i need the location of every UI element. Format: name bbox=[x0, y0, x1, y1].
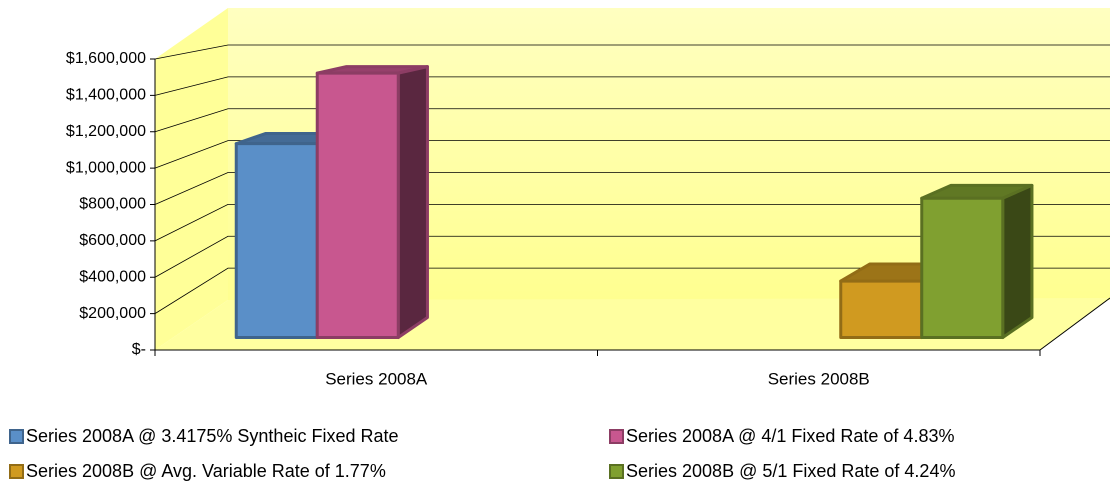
legend-swatch bbox=[9, 464, 24, 479]
y-tick-label: $1,000,000 bbox=[66, 159, 146, 176]
grid-line bbox=[154, 108, 1110, 133]
bar bbox=[234, 142, 319, 339]
y-tick-label: $1,400,000 bbox=[66, 87, 146, 104]
grid-line bbox=[154, 172, 1110, 205]
x-tick-label: Series 2008B bbox=[768, 369, 870, 388]
grid-line bbox=[154, 267, 1110, 314]
x-tick-label: Series 2008A bbox=[325, 369, 428, 388]
y-tick-label: $800,000 bbox=[79, 196, 146, 213]
grid-line bbox=[154, 44, 1110, 60]
grid-line bbox=[154, 203, 1110, 242]
y-tick-label: $1,200,000 bbox=[66, 123, 146, 140]
grid-line bbox=[154, 235, 1110, 278]
side-wall bbox=[155, 8, 228, 350]
legend-label: Series 2008A @ 4/1 Fixed Rate of 4.83% bbox=[626, 426, 954, 446]
bar bbox=[920, 196, 1005, 339]
y-tick-label: $600,000 bbox=[79, 232, 146, 249]
back-wall bbox=[228, 8, 1110, 300]
legend-swatch bbox=[609, 429, 624, 444]
bar-side bbox=[396, 65, 429, 339]
legend-label: Series 2008B @ Avg. Variable Rate of 1.7… bbox=[26, 461, 386, 481]
bar bbox=[839, 279, 924, 339]
legend-swatch bbox=[9, 429, 24, 444]
y-tick-label: $200,000 bbox=[79, 305, 146, 322]
y-tick-label: $- bbox=[132, 341, 146, 358]
floor-edge bbox=[1039, 297, 1110, 351]
legend-label: Series 2008B @ 5/1 Fixed Rate of 4.24% bbox=[626, 461, 955, 481]
grid-line bbox=[154, 140, 1110, 169]
bar-side bbox=[1001, 183, 1034, 339]
legend-swatch bbox=[609, 464, 624, 479]
legend-label: Series 2008A @ 3.4175% Syntheic Fixed Ra… bbox=[26, 426, 399, 446]
grid-line bbox=[154, 76, 1110, 96]
y-tick-label: $1,600,000 bbox=[66, 50, 146, 67]
y-tick-label: $400,000 bbox=[79, 268, 146, 285]
bar bbox=[315, 71, 400, 339]
